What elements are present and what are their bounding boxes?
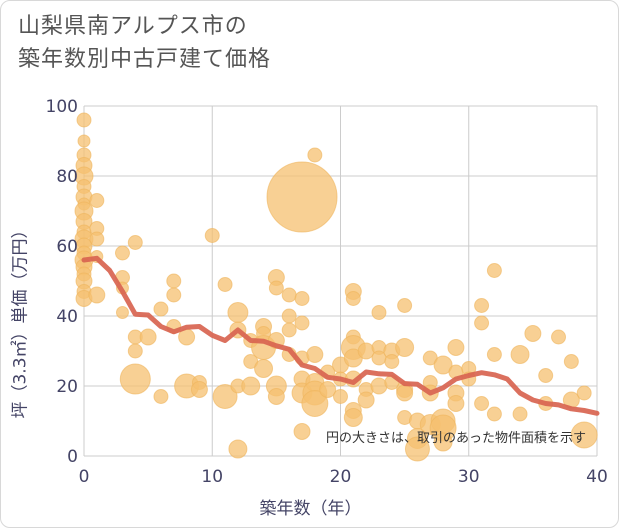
data-point — [212, 384, 238, 409]
data-point — [139, 328, 157, 346]
data-point — [254, 359, 274, 378]
data-point — [281, 287, 297, 303]
data-point — [357, 391, 375, 409]
data-point — [294, 291, 310, 306]
data-point — [267, 388, 285, 405]
x-tick-label: 30 — [458, 467, 480, 487]
data-point — [89, 231, 105, 247]
data-point — [153, 389, 169, 404]
data-point — [404, 436, 430, 462]
data-point — [345, 291, 361, 306]
data-point — [551, 329, 567, 345]
data-point — [510, 345, 530, 364]
data-point — [204, 228, 220, 243]
data-point — [306, 346, 324, 363]
y-tick-label: 80 — [56, 167, 78, 187]
trend-line-group — [81, 255, 600, 416]
data-point — [384, 354, 400, 369]
data-point — [114, 245, 130, 261]
y-tick-label: 40 — [56, 307, 78, 327]
x-tick-label: 40 — [586, 467, 608, 487]
data-point — [474, 298, 490, 313]
data-point — [307, 147, 323, 163]
data-point — [395, 338, 415, 357]
data-point — [293, 423, 311, 440]
data-point — [370, 377, 388, 395]
data-point — [76, 112, 92, 128]
data-point — [301, 390, 329, 417]
data-point — [166, 273, 182, 289]
data-point — [281, 322, 297, 338]
data-point — [447, 339, 465, 356]
trend-line — [81, 255, 600, 416]
data-points — [74, 112, 598, 462]
data-point — [88, 286, 106, 304]
data-point — [241, 376, 261, 396]
data-point — [77, 134, 91, 148]
data-point — [119, 363, 151, 395]
data-point — [166, 287, 182, 303]
data-point — [371, 305, 387, 320]
data-point — [115, 306, 129, 319]
data-point — [396, 384, 414, 402]
y-tick-label: 20 — [56, 377, 78, 397]
x-tick-label: 0 — [79, 467, 90, 487]
data-point — [570, 421, 598, 449]
data-point — [190, 381, 208, 398]
data-point — [281, 308, 297, 324]
data-point — [433, 355, 453, 375]
data-point — [538, 368, 554, 383]
data-point — [433, 432, 453, 452]
y-axis-label-box: 坪（3.3㎡）単価（万円） — [6, 200, 31, 440]
x-tick-label: 20 — [330, 467, 352, 487]
size-annotation: 円の大きさは、取引のあった物件面積を示す — [326, 431, 586, 446]
data-point — [486, 347, 502, 362]
y-tick-label: 100 — [46, 97, 78, 117]
data-point — [89, 193, 105, 208]
data-point — [333, 389, 348, 404]
data-point — [217, 277, 233, 292]
tick-labels: 0 20 40 60 80 100 0 10 20 30 40 — [46, 97, 608, 487]
data-point — [227, 302, 249, 323]
data-point — [266, 161, 338, 233]
y-tick-label: 60 — [56, 237, 78, 257]
data-point — [447, 395, 465, 412]
data-point — [319, 381, 337, 398]
data-point — [294, 315, 310, 331]
data-point — [524, 325, 542, 342]
data-point — [486, 406, 502, 422]
data-point — [153, 301, 169, 317]
y-axis-label: 坪（3.3㎡）単価（万円） — [10, 221, 31, 419]
data-point — [474, 396, 490, 411]
data-point — [512, 406, 528, 422]
data-point — [397, 298, 413, 313]
data-point — [127, 235, 143, 250]
data-point — [127, 343, 143, 359]
x-axis-label: 築年数（年） — [259, 499, 362, 519]
chart-title-line1: 山梨県南アルプス市の — [18, 14, 248, 39]
data-point — [343, 408, 363, 427]
x-tick-label: 10 — [201, 467, 223, 487]
data-point — [268, 280, 284, 296]
data-point — [563, 354, 579, 369]
data-point — [474, 315, 490, 331]
y-tick-label: 0 — [67, 447, 78, 467]
data-point — [228, 439, 248, 459]
data-point — [486, 263, 502, 278]
chart-title-line2: 築年数別中古戸建て価格 — [18, 47, 272, 72]
chart-title: 山梨県南アルプス市の 築年数別中古戸建て価格 — [18, 10, 271, 76]
data-point — [576, 385, 592, 401]
